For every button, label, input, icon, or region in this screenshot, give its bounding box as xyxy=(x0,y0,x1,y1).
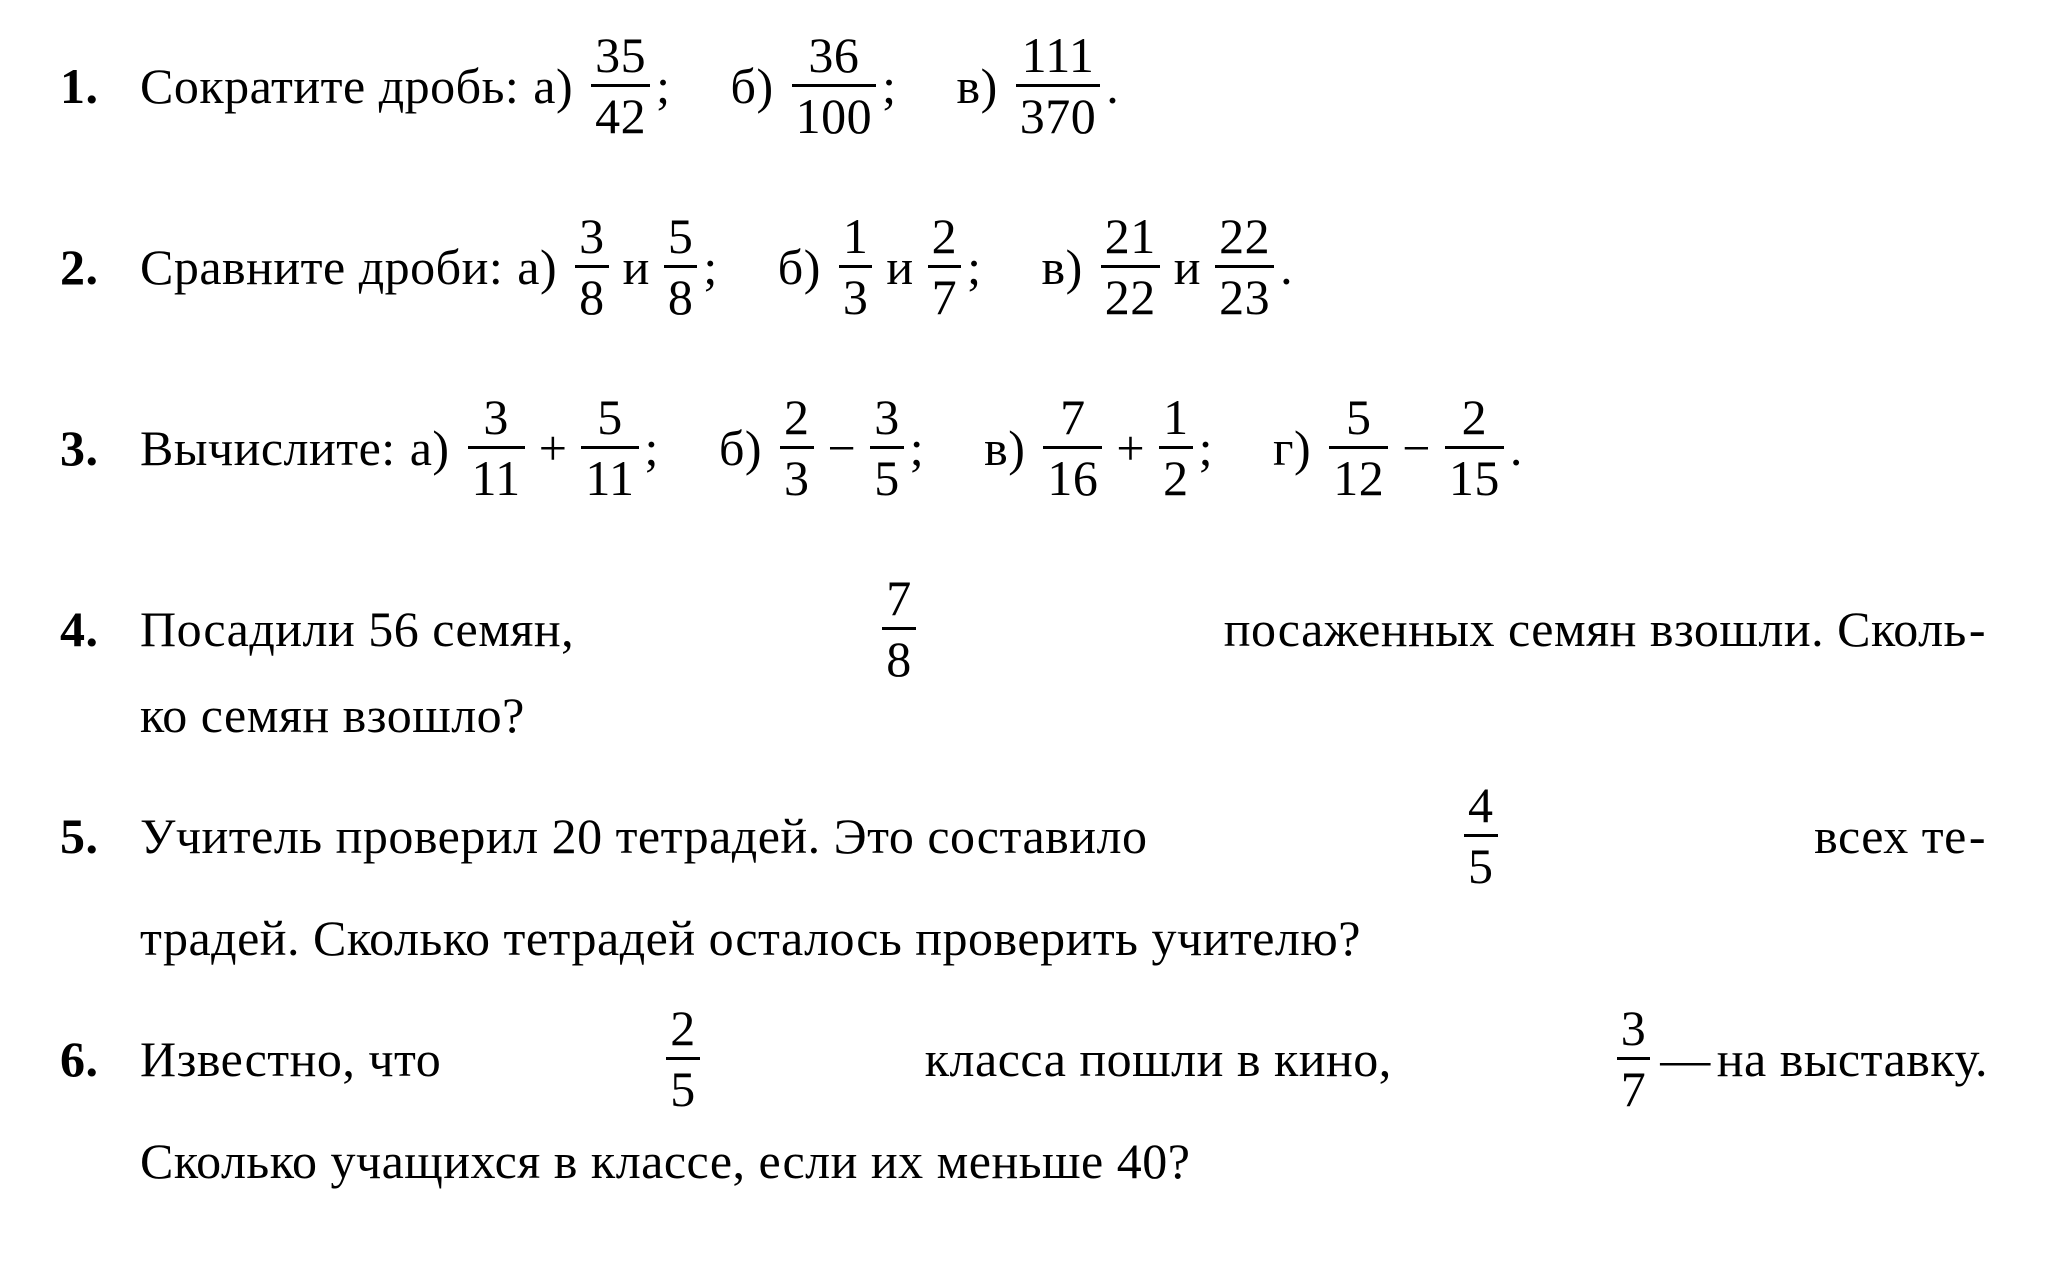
problem-number: 2. xyxy=(60,242,140,292)
fraction: 35 42 xyxy=(591,30,650,141)
part-b: б) 13 и 27 ; xyxy=(778,211,982,322)
fraction: 35 xyxy=(870,392,904,503)
text: Известно, что xyxy=(140,1034,441,1084)
part-label: а) xyxy=(533,61,573,111)
plus-operator: + xyxy=(539,423,568,473)
fraction: 512 xyxy=(1329,392,1388,503)
problem-body: Посадили 56 семян, 78 посаженных семян в… xyxy=(140,573,1988,740)
fraction: 2122 xyxy=(1101,211,1160,322)
problem-line: Вычислите: а) 311 + 511 ; б) 23 − 35 ; xyxy=(140,392,1988,503)
text: Сколько учащихся в классе, если их меньш… xyxy=(140,1136,1190,1186)
fraction: 37 xyxy=(1617,1003,1651,1114)
part-label: а) xyxy=(410,423,450,473)
problem-4: 4. Посадили 56 семян, 78 посаженных семя… xyxy=(60,573,1988,740)
em-dash: — xyxy=(1660,1034,1711,1084)
problem-line-1: Учитель проверил 20 тетрадей. Это состав… xyxy=(140,780,1988,891)
text: ко семян взошло? xyxy=(140,690,525,740)
fraction: 58 xyxy=(664,211,698,322)
fraction: 111 370 xyxy=(1016,30,1101,141)
problem-2: 2. Сравните дроби: а) 38 и 58 ; б) 13 и … xyxy=(60,211,1988,322)
fraction: 215 xyxy=(1445,392,1504,503)
part-label: а) xyxy=(517,242,557,292)
problem-body: Вычислите: а) 311 + 511 ; б) 23 − 35 ; xyxy=(140,392,1988,503)
problem-line-2: традей. Сколько тетрадей осталось провер… xyxy=(140,913,1988,963)
plus-operator: + xyxy=(1116,423,1145,473)
fraction: 38 xyxy=(575,211,609,322)
problem-number: 1. xyxy=(60,61,140,111)
part-label: б) xyxy=(719,423,762,473)
part-label: в) xyxy=(984,423,1025,473)
problem-number: 6. xyxy=(60,1034,140,1084)
part-v: в) 716 + 12 ; xyxy=(984,392,1213,503)
problem-line: Сравните дроби: а) 38 и 58 ; б) 13 и 27 … xyxy=(140,211,1988,322)
part-label: б) xyxy=(731,61,774,111)
part-g: г) 512 − 215 . xyxy=(1273,392,1523,503)
problem-1: 1. Сократите дробь: а) 35 42 ; б) 36 xyxy=(60,30,1988,141)
problem-5: 5. Учитель проверил 20 тетрадей. Это сос… xyxy=(60,780,1988,963)
part-label: в) xyxy=(957,61,998,111)
problem-line-2: Сколько учащихся в классе, если их меньш… xyxy=(140,1136,1988,1186)
problem-number: 3. xyxy=(60,423,140,473)
fraction: 311 xyxy=(468,392,525,503)
word-and: и xyxy=(623,242,650,292)
problem-line-2: ко семян взошло? xyxy=(140,690,1988,740)
problem-number: 5. xyxy=(60,811,140,861)
problem-line: Сократите дробь: а) 35 42 ; б) 36 100 xyxy=(140,30,1988,141)
problem-body: Известно, что 25 класса пошли в кино, 37… xyxy=(140,1003,1988,1186)
text: традей. Сколько тетрадей осталось провер… xyxy=(140,913,1361,963)
problem-line-1: Посадили 56 семян, 78 посаженных семян в… xyxy=(140,573,1988,684)
lead-text: Сократите дробь: xyxy=(140,61,519,111)
problem-line-1: Известно, что 25 класса пошли в кино, 37… xyxy=(140,1003,1988,1114)
problem-body: Учитель проверил 20 тетрадей. Это состав… xyxy=(140,780,1988,963)
part-a: а) 38 и 58 ; xyxy=(517,211,718,322)
minus-operator: − xyxy=(828,423,857,473)
problem-6: 6. Известно, что 25 класса пошли в кино,… xyxy=(60,1003,1988,1186)
fraction: 25 xyxy=(666,1003,700,1114)
text: класса пошли в кино, xyxy=(925,1034,1392,1084)
fraction: 27 xyxy=(928,211,962,322)
fraction-bar xyxy=(591,84,650,87)
text: всех те- xyxy=(1814,811,1988,861)
minus-operator: − xyxy=(1402,423,1431,473)
text: Учитель проверил 20 тетрадей. Это состав… xyxy=(140,811,1147,861)
fraction: 2223 xyxy=(1215,211,1274,322)
part-label: г) xyxy=(1273,423,1311,473)
fraction: 13 xyxy=(839,211,873,322)
fraction-bar xyxy=(1016,84,1101,87)
problem-3: 3. Вычислите: а) 311 + 511 ; б) 23 − 35 … xyxy=(60,392,1988,503)
fraction: 511 xyxy=(581,392,638,503)
fraction: 23 xyxy=(780,392,814,503)
word-and: и xyxy=(1174,242,1201,292)
problem-body: Сравните дроби: а) 38 и 58 ; б) 13 и 27 … xyxy=(140,211,1988,322)
fraction: 45 xyxy=(1464,780,1498,891)
fraction: 78 xyxy=(882,573,916,684)
fraction: 12 xyxy=(1159,392,1193,503)
part-v: в) 2122 и 2223 . xyxy=(1042,211,1294,322)
fraction: 716 xyxy=(1043,392,1102,503)
lead-text: Сравните дроби: xyxy=(140,242,503,292)
part-a: а) 311 + 511 ; xyxy=(410,392,659,503)
text: посаженных семян взошли. Сколь- xyxy=(1224,604,1988,654)
fraction-bar xyxy=(792,84,877,87)
fraction: 36 100 xyxy=(792,30,877,141)
part-label: в) xyxy=(1042,242,1083,292)
word-and: и xyxy=(886,242,913,292)
lead-text: Вычислите: xyxy=(140,423,396,473)
part-a: а) 35 42 ; xyxy=(533,30,670,141)
part-b: б) 23 − 35 ; xyxy=(719,392,924,503)
problem-number: 4. xyxy=(60,604,140,654)
text: Посадили 56 семян, xyxy=(140,604,574,654)
problem-body: Сократите дробь: а) 35 42 ; б) 36 100 xyxy=(140,30,1988,141)
part-label: б) xyxy=(778,242,821,292)
part-b: б) 36 100 ; xyxy=(731,30,897,141)
text: 37 — на выставку. xyxy=(1613,1003,1988,1114)
part-v: в) 111 370 . xyxy=(957,30,1120,141)
